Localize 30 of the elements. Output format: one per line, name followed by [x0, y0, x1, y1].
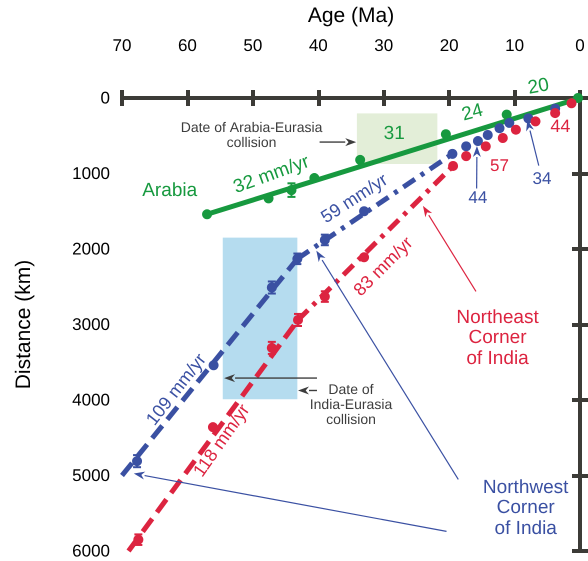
y-tick-label: 1000: [72, 164, 110, 183]
annotation: 57: [490, 156, 509, 175]
x-tick-label: 50: [243, 36, 262, 55]
x-tick-label: 20: [440, 36, 459, 55]
x-tick-label: 70: [112, 36, 132, 55]
annotation: 31: [384, 123, 405, 145]
x-tick-label: 0: [575, 36, 585, 55]
x-tick-label: 60: [178, 36, 197, 55]
x-tick-label: 10: [505, 36, 524, 55]
annotation: 24: [460, 100, 486, 126]
y-tick-label: 0: [100, 88, 110, 108]
y-axis-title: Distance (km): [12, 260, 35, 390]
annotation: Northwest Corner of India: [482, 476, 568, 540]
y-tick-label: 4000: [72, 390, 110, 410]
y-tick-label: 5000: [72, 466, 110, 485]
y-tick-label: 6000: [72, 542, 110, 560]
annotation: 34: [532, 168, 552, 188]
band-label: Date of Arabia-Eurasia collision: [180, 118, 322, 150]
annotation: 44: [550, 116, 570, 136]
x-tick-label: 40: [308, 36, 328, 55]
band-label: Date of India-Eurasia collision: [310, 380, 392, 428]
x-axis-title: Age (Ma): [308, 4, 394, 27]
y-tick-label: 3000: [72, 315, 110, 334]
x-tick-label: 30: [374, 36, 394, 55]
y-tick-label: 2000: [72, 240, 110, 258]
annotation: Arabia: [142, 180, 198, 202]
annotation: 44: [468, 188, 488, 208]
annotation: 32 mm/yr: [230, 151, 313, 198]
annotation: 20: [526, 74, 552, 100]
annotation: Northeast Corner of India: [456, 306, 539, 370]
